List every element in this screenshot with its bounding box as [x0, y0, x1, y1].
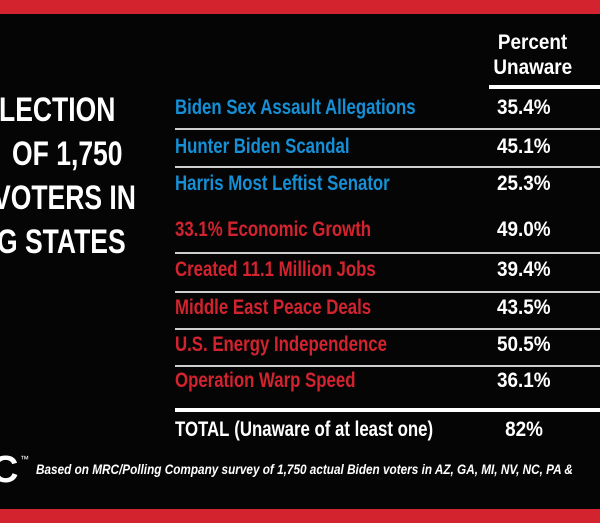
- row-label: Hunter Biden Scandal: [175, 135, 350, 158]
- headline-line: LECTION: [0, 88, 176, 132]
- row-separator: [175, 252, 600, 254]
- top-accent-bar: [0, 0, 600, 14]
- table-row: U.S. Energy Independence 50.5%: [175, 333, 600, 357]
- column-header-line: Unaware: [493, 56, 573, 79]
- row-value: 50.5%: [497, 333, 551, 356]
- row-value: 25.3%: [497, 172, 551, 195]
- mrc-logo-partial: C: [0, 449, 19, 491]
- row-separator: [175, 365, 600, 367]
- table-row: Operation Warp Speed 36.1%: [175, 369, 600, 393]
- row-label: Harris Most Leftist Senator: [175, 172, 390, 195]
- trademark-symbol: ™: [20, 454, 29, 464]
- row-label: Biden Sex Assault Allegations: [175, 96, 416, 119]
- row-value: 39.4%: [497, 258, 551, 281]
- table-row: Harris Most Leftist Senator 25.3%: [175, 172, 600, 196]
- row-label: U.S. Energy Independence: [175, 333, 387, 356]
- row-separator: [175, 128, 600, 130]
- total-value: 82%: [505, 418, 543, 441]
- row-label: Operation Warp Speed: [175, 369, 356, 392]
- row-separator: [175, 328, 600, 330]
- total-separator: [175, 408, 600, 412]
- total-label-bold: TOTAL: [175, 418, 230, 441]
- table-row: Hunter Biden Scandal 45.1%: [175, 135, 600, 159]
- column-header-line: Percent: [498, 31, 568, 54]
- table-row: Middle East Peace Deals 43.5%: [175, 296, 600, 320]
- row-value: 36.1%: [497, 369, 551, 392]
- row-label: 33.1% Economic Growth: [175, 218, 372, 241]
- total-label-rest: (Unaware of at least one): [234, 418, 434, 441]
- headline-text: LECTION: [0, 91, 116, 129]
- header-underline: [489, 85, 600, 89]
- headline-text: G STATES: [0, 223, 126, 261]
- row-value: 35.4%: [497, 96, 551, 119]
- column-header-percent-unaware: Percent Unaware: [470, 30, 596, 80]
- table-row: 33.1% Economic Growth 49.0%: [175, 218, 600, 242]
- footnote: Based on MRC/Polling Company survey of 1…: [36, 461, 573, 477]
- bottom-accent-bar: [0, 509, 600, 523]
- headline: LECTION OF 1,750 VOTERS IN G STATES: [0, 88, 176, 264]
- row-value: 43.5%: [497, 296, 551, 319]
- headline-line: VOTERS IN: [0, 176, 176, 220]
- table-row: Created 11.1 Million Jobs 39.4%: [175, 258, 600, 282]
- row-separator: [175, 291, 600, 293]
- headline-text: VOTERS IN: [0, 179, 136, 217]
- row-label: Created 11.1 Million Jobs: [175, 258, 376, 281]
- row-value: 45.1%: [497, 135, 551, 158]
- total-label: TOTAL (Unaware of at least one): [175, 418, 498, 442]
- row-separator: [175, 166, 600, 168]
- row-value: 49.0%: [497, 218, 551, 241]
- row-label: Middle East Peace Deals: [175, 296, 372, 319]
- total-row: TOTAL (Unaware of at least one) 82%: [175, 418, 600, 442]
- table-row: Biden Sex Assault Allegations 35.4%: [175, 96, 600, 120]
- headline-line: OF 1,750: [12, 132, 176, 176]
- headline-line: G STATES: [0, 220, 176, 264]
- headline-text: OF 1,750: [12, 135, 123, 173]
